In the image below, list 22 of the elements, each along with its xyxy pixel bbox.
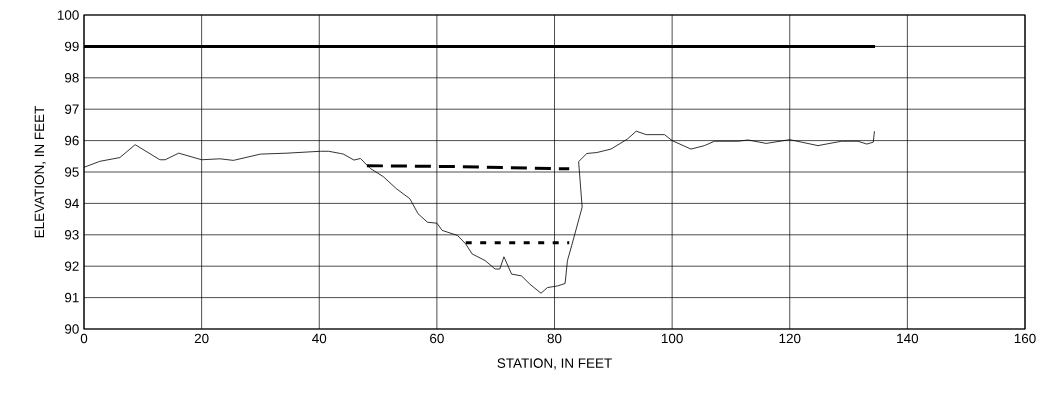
x-tick-label: 120 [779,333,801,344]
y-tick-label: 98 [64,73,79,83]
x-axis-title: STATION, IN FEET [497,358,612,370]
y-tick-label: 96 [64,135,79,146]
x-tick-label: 40 [312,333,327,344]
x-tick-label: 0 [80,333,88,344]
x-tick-label: 140 [897,333,919,344]
x-tick-label: 160 [1014,333,1036,344]
y-tick-label: 90 [64,324,79,334]
y-tick-label: 97 [64,104,79,114]
y-tick-label: 95 [64,167,79,177]
y-tick-label: 94 [64,198,79,209]
y-tick-label: 92 [64,261,79,271]
x-tick-label: 80 [547,333,562,344]
y-tick-label: 91 [64,292,79,303]
y-tick-label: 99 [64,41,79,52]
y-tick-label: 100 [57,10,79,20]
y-tick-label: 93 [64,230,79,240]
x-tick-label: 100 [661,333,683,344]
x-tick-label: 20 [194,333,209,344]
y-axis-title: ELEVATION, IN FEET [34,106,46,238]
x-tick-label: 60 [430,333,444,344]
